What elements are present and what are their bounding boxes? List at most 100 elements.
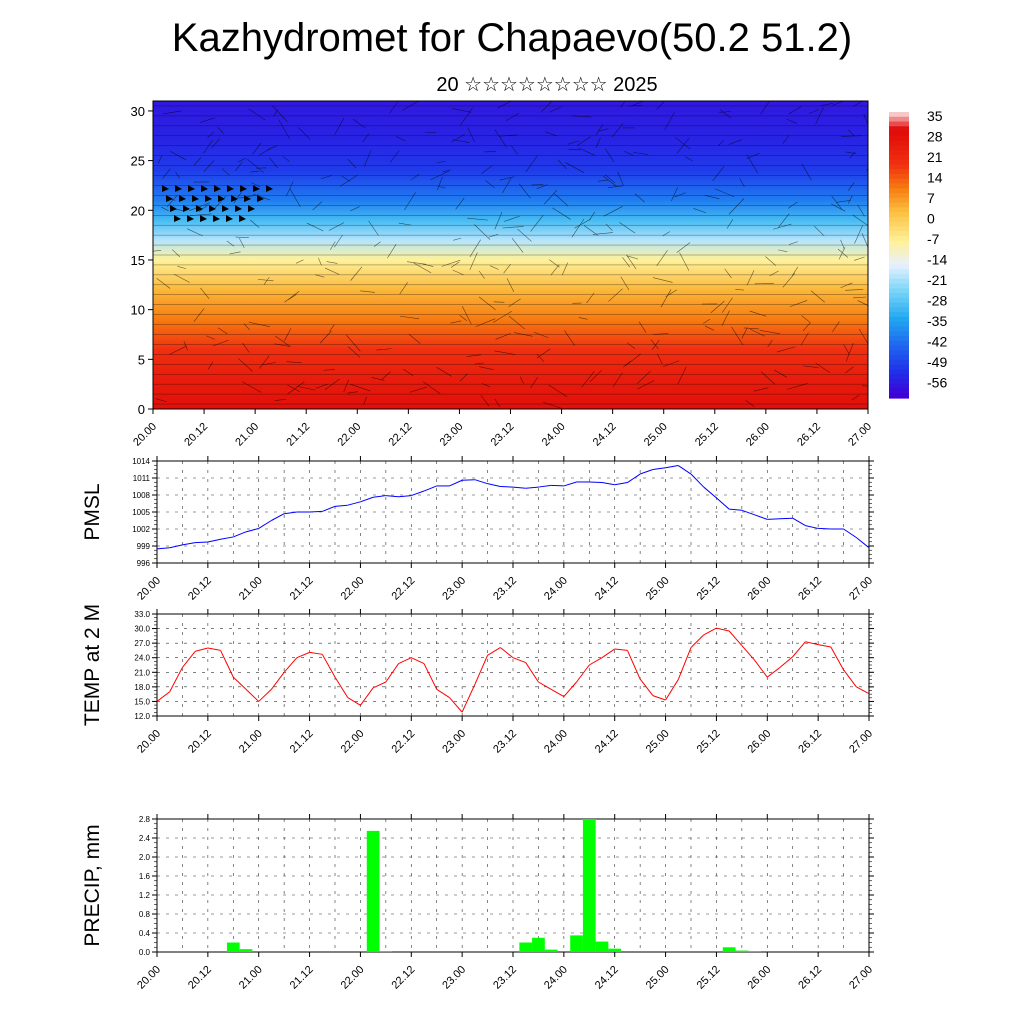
colorbar-swatch <box>889 112 909 118</box>
temp-line-segment <box>296 651 310 659</box>
colorbar-swatch <box>889 173 909 180</box>
pmsl-line-segment <box>411 490 425 497</box>
pmsl-line-segment <box>449 479 463 487</box>
pmsl-panel-x-tick-label: 23.00 <box>440 575 468 603</box>
heatmap-x-tick-label: 23.12 <box>489 421 517 449</box>
colorbar-swatch <box>889 169 909 175</box>
heatmap-y-tick-label: 25 <box>131 154 145 169</box>
colorbar-swatch <box>889 159 909 166</box>
temp-line-segment <box>449 697 463 713</box>
wind-flags <box>162 185 273 222</box>
heatmap-x-tick-label: 24.12 <box>591 421 619 449</box>
temp-panel-x-tick-label: 27.00 <box>847 728 875 756</box>
pmsl-panel-y-tick-label: 1011 <box>133 474 151 483</box>
pmsl-line-segment <box>322 505 336 512</box>
pmsl-panel-x-tick-label: 23.12 <box>491 575 519 603</box>
temp-panel-x-tick-label: 22.12 <box>389 728 417 756</box>
pmsl-line-segment <box>601 482 615 486</box>
wind-streaks <box>153 105 868 405</box>
pmsl-line-segment <box>334 504 348 507</box>
temp-line-segment <box>283 657 298 673</box>
temp-panel-x-tick-label: 21.00 <box>237 728 265 756</box>
colorbar-swatch <box>889 293 909 299</box>
precip-panel-y-tick-label: 1.2 <box>139 891 151 900</box>
precip-panel-x-tick-label: 22.00 <box>339 964 367 992</box>
temp-panel-ylabel: TEMP at 2 M <box>81 604 104 726</box>
pmsl-panel-y-tick-label: 999 <box>137 542 151 551</box>
colorbar-swatch <box>889 150 909 156</box>
pmsl-line-segment <box>360 496 374 503</box>
pmsl-panel-y-tick-label: 1014 <box>132 457 150 466</box>
temp-panel-x-tick-label: 24.00 <box>542 728 570 756</box>
precip-bar <box>748 951 761 952</box>
colorbar-label: -21 <box>927 272 947 288</box>
colorbar-swatch <box>889 345 909 351</box>
temp-panel-y-tick-label: 30.0 <box>134 625 150 634</box>
precip-panel-x-tick-label: 26.00 <box>745 964 773 992</box>
heatmap-x-tick-label: 26.12 <box>795 421 823 449</box>
pmsl-line-segment <box>703 486 717 499</box>
temp-line-segment <box>245 688 260 702</box>
temp-panel-x-tick-label: 23.00 <box>440 728 468 756</box>
temp-panel-x-tick-label: 25.12 <box>695 728 723 756</box>
heatmap-x-tick-label: 21.12 <box>284 421 312 449</box>
pmsl-line-segment <box>716 497 730 510</box>
pmsl-line-segment <box>169 544 183 549</box>
colorbar-swatch <box>889 297 909 304</box>
pmsl-line-segment <box>207 538 221 543</box>
precip-panel-x-tick-label: 20.12 <box>186 964 214 992</box>
colorbar-swatch <box>889 302 909 309</box>
pmsl-line-segment <box>818 527 831 530</box>
temp-line-segment <box>423 663 438 690</box>
temp-line-segment <box>665 679 679 701</box>
heatmap-x-tick-label: 25.12 <box>693 421 721 449</box>
colorbar-swatch <box>889 188 909 194</box>
precip-panel-y-tick-label: 0.8 <box>139 910 151 919</box>
colorbar-swatch <box>889 121 909 127</box>
colorbar-swatch <box>889 193 909 199</box>
pmsl-line-segment <box>805 525 819 529</box>
pmsl-line-segment <box>156 547 170 550</box>
heatmap-x-tick-label: 24.00 <box>540 421 568 449</box>
temp-line-segment <box>754 659 768 678</box>
colorbar-swatch <box>889 240 909 247</box>
pmsl-line-segment <box>779 517 793 520</box>
temp-panel-x-tick-label: 22.00 <box>339 728 367 756</box>
colorbar-swatch <box>889 131 909 137</box>
precip-bar <box>519 942 533 952</box>
colorbar-swatch <box>889 135 909 142</box>
colorbar-label: -42 <box>927 334 947 350</box>
pmsl-line-segment <box>729 508 742 511</box>
pmsl-line-segment <box>627 473 641 483</box>
pmsl-panel-y-tick-label: 996 <box>137 559 151 568</box>
colorbar-label: 21 <box>927 149 943 165</box>
temp-panel-y-tick-label: 24.0 <box>134 654 150 663</box>
temp-line-segment <box>512 657 526 664</box>
colorbar-swatch <box>889 154 909 161</box>
temp-line-segment <box>195 647 208 652</box>
precip-panel-y-tick-label: 2.4 <box>139 834 151 843</box>
colorbar-swatch <box>889 388 909 394</box>
colorbar-swatch <box>889 288 909 294</box>
colorbar-label: 28 <box>927 129 943 145</box>
temp-line-segment <box>677 647 692 680</box>
colorbar-swatch <box>889 336 909 342</box>
precip-panel-x-tick-label: 26.12 <box>796 964 824 992</box>
pmsl-line-segment <box>385 495 399 498</box>
pmsl-panel: 996 999 1002 1005 1008 1011 1014 20.00 20.12 21.0… <box>81 456 875 603</box>
precip-panel-x-tick-label: 23.12 <box>491 964 519 992</box>
wind-barbs <box>153 100 869 409</box>
colorbar-label: -49 <box>927 354 947 370</box>
pmsl-line-segment <box>665 465 679 469</box>
colorbar-swatch <box>889 207 909 213</box>
heatmap-y-tick-label: 5 <box>138 352 145 367</box>
pmsl-line-segment <box>258 520 272 529</box>
temp-line-segment <box>741 645 755 661</box>
temp-line-segment <box>626 650 641 680</box>
colorbar-swatch <box>889 374 909 380</box>
pmsl-line-segment <box>792 517 806 527</box>
colorbar-swatch <box>889 126 909 132</box>
precip-panel-y-tick-label: 2.8 <box>139 815 151 824</box>
colorbar-swatch <box>889 355 909 361</box>
pmsl-line-segment <box>563 481 577 487</box>
